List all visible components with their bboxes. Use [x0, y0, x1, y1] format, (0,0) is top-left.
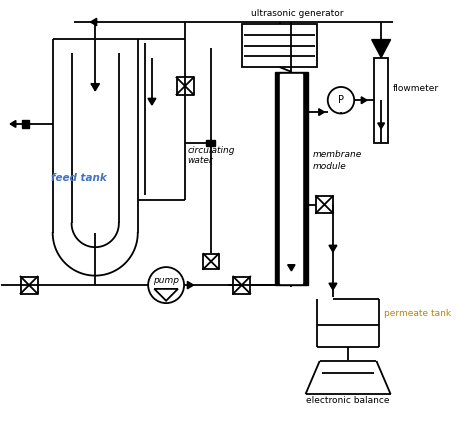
Text: circulating: circulating [187, 146, 235, 155]
Bar [374, 58, 388, 143]
Text: P: P [338, 95, 344, 105]
Bar [22, 120, 29, 128]
Text: pump: pump [153, 276, 179, 285]
Polygon shape [361, 97, 367, 104]
Polygon shape [187, 281, 193, 289]
Polygon shape [148, 98, 156, 105]
Text: module: module [313, 162, 346, 171]
Text: membrane: membrane [313, 150, 362, 159]
Text: flowmeter: flowmeter [393, 84, 439, 93]
Text: electronic balance: electronic balance [306, 395, 390, 404]
Polygon shape [10, 121, 16, 128]
Polygon shape [372, 39, 391, 58]
Text: permeate tank: permeate tank [383, 309, 451, 318]
Polygon shape [329, 283, 337, 290]
Text: water: water [187, 156, 213, 165]
Polygon shape [319, 109, 324, 116]
Polygon shape [329, 245, 337, 252]
Polygon shape [91, 83, 100, 91]
Bar [281, 74, 302, 283]
Bar [275, 72, 308, 285]
Bar [206, 140, 215, 146]
Text: ultrasonic generator: ultrasonic generator [251, 9, 344, 18]
Bar [242, 24, 318, 67]
Polygon shape [288, 265, 295, 271]
Text: feed tank: feed tank [51, 173, 107, 183]
Polygon shape [378, 123, 384, 129]
Polygon shape [91, 18, 97, 26]
